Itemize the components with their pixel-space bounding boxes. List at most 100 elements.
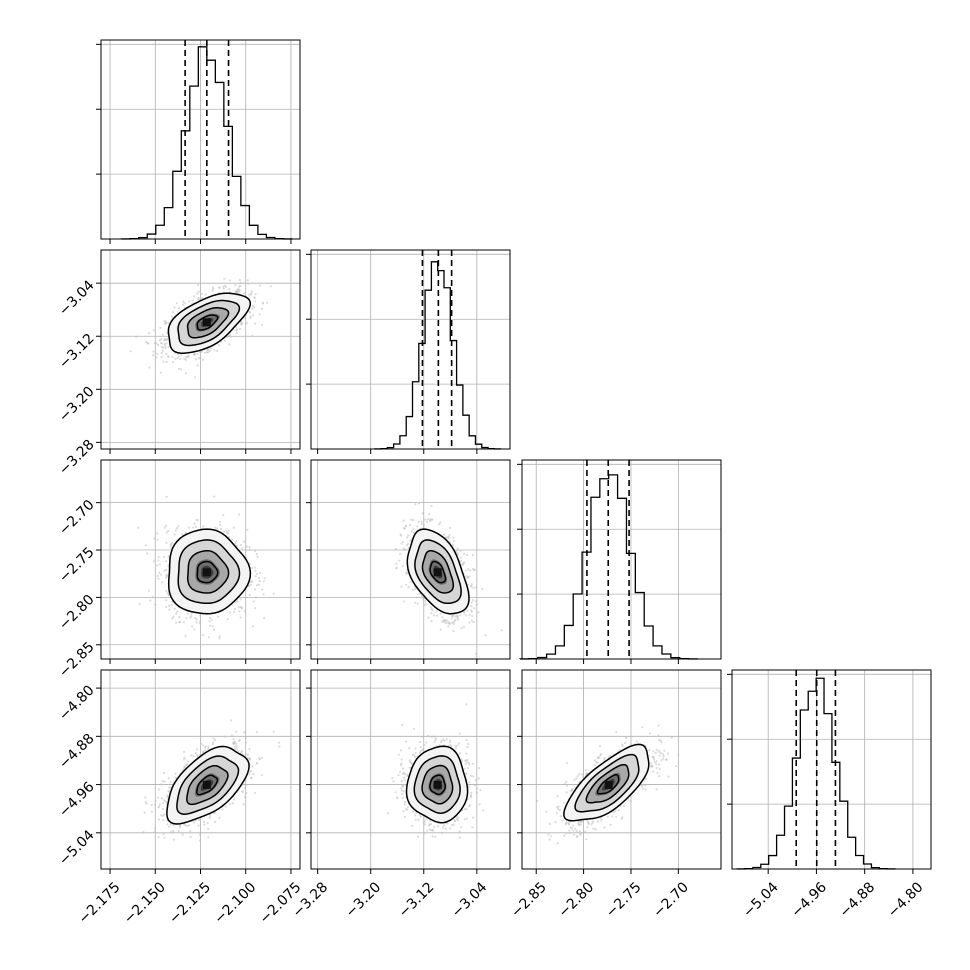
sample-point bbox=[164, 346, 167, 350]
sample-point bbox=[445, 622, 448, 625]
sample-point bbox=[456, 547, 459, 550]
sample-point bbox=[251, 307, 254, 310]
sample-point bbox=[253, 566, 256, 569]
sample-point bbox=[186, 612, 189, 616]
sample-point bbox=[231, 538, 234, 541]
sample-point bbox=[176, 610, 179, 613]
sample-point bbox=[165, 560, 168, 563]
sample-point bbox=[401, 565, 404, 568]
sample-point bbox=[256, 572, 259, 575]
sample-point bbox=[234, 284, 237, 287]
sample-point bbox=[201, 293, 204, 296]
sample-point bbox=[198, 622, 201, 625]
sample-point bbox=[190, 612, 193, 616]
sample-point bbox=[160, 345, 163, 348]
sample-point bbox=[158, 563, 161, 566]
sample-point bbox=[239, 323, 243, 326]
sample-point bbox=[210, 618, 213, 621]
sample-point bbox=[454, 618, 457, 621]
sample-point bbox=[233, 740, 236, 743]
sample-point bbox=[227, 529, 230, 533]
sample-point bbox=[199, 614, 202, 617]
sample-point bbox=[475, 603, 478, 607]
sample-point bbox=[460, 563, 463, 566]
sample-point bbox=[216, 349, 219, 352]
sample-point bbox=[453, 539, 456, 542]
sample-point bbox=[455, 549, 458, 552]
sample-point bbox=[145, 802, 148, 805]
sample-point bbox=[161, 802, 165, 805]
sample-point bbox=[248, 594, 251, 597]
sample-point bbox=[204, 749, 207, 752]
sample-point bbox=[183, 357, 186, 360]
sample-point bbox=[198, 839, 202, 842]
sample-point bbox=[199, 742, 203, 745]
sample-point bbox=[203, 823, 206, 826]
sample-point bbox=[184, 358, 187, 361]
sample-point bbox=[463, 553, 466, 556]
sample-point bbox=[235, 540, 238, 543]
sample-point bbox=[156, 532, 159, 535]
sample-point bbox=[450, 617, 453, 620]
sample-point bbox=[186, 824, 189, 828]
sample-point bbox=[426, 518, 429, 521]
sample-point bbox=[410, 518, 413, 521]
sample-point bbox=[416, 525, 419, 528]
sample-point bbox=[178, 367, 181, 370]
sample-point bbox=[237, 513, 241, 516]
sample-point bbox=[475, 586, 478, 589]
sample-point bbox=[258, 580, 261, 583]
sample-point bbox=[248, 545, 251, 549]
sample-point bbox=[470, 609, 473, 612]
sample-point bbox=[222, 285, 225, 288]
sample-point bbox=[448, 534, 451, 537]
sample-point bbox=[193, 628, 196, 631]
sample-point bbox=[173, 607, 176, 610]
sample-point bbox=[254, 293, 257, 296]
sample-point bbox=[409, 539, 412, 542]
sample-point bbox=[208, 620, 211, 623]
sample-point bbox=[163, 320, 166, 323]
sample-point bbox=[242, 803, 245, 806]
sample-point bbox=[228, 279, 232, 282]
sample-point bbox=[146, 552, 149, 555]
sample-point bbox=[430, 518, 433, 521]
sample-point bbox=[470, 583, 473, 586]
sample-points-layer bbox=[129, 277, 680, 845]
sample-point bbox=[241, 546, 244, 550]
sample-point bbox=[152, 354, 155, 357]
sample-point bbox=[161, 349, 164, 352]
sample-point bbox=[222, 513, 225, 517]
sample-point bbox=[258, 576, 261, 579]
sample-point bbox=[251, 305, 254, 308]
sample-point bbox=[248, 748, 251, 751]
sample-point bbox=[439, 521, 442, 524]
sample-point bbox=[402, 519, 405, 522]
sample-point bbox=[164, 599, 167, 602]
sample-point bbox=[252, 600, 255, 603]
sample-point bbox=[168, 604, 171, 607]
sample-point bbox=[129, 350, 132, 353]
sample-point bbox=[405, 572, 408, 575]
sample-point bbox=[459, 549, 462, 552]
sample-point bbox=[160, 342, 163, 345]
sample-point bbox=[172, 615, 175, 618]
sample-point bbox=[157, 836, 160, 839]
sample-point bbox=[444, 618, 447, 621]
sample-point bbox=[196, 519, 199, 522]
sample-point bbox=[239, 327, 242, 330]
sample-point bbox=[189, 616, 192, 619]
sample-point bbox=[409, 580, 412, 583]
sample-point bbox=[181, 533, 184, 536]
sample-point bbox=[446, 619, 449, 622]
sample-point bbox=[452, 630, 455, 633]
sample-point bbox=[145, 341, 148, 344]
sample-point bbox=[477, 611, 480, 614]
sample-point bbox=[475, 652, 478, 655]
sample-point bbox=[246, 528, 249, 531]
contour-line bbox=[186, 307, 230, 339]
sample-point bbox=[263, 616, 266, 620]
sample-point bbox=[429, 519, 432, 523]
sample-point bbox=[238, 279, 241, 282]
sample-point bbox=[172, 360, 175, 363]
